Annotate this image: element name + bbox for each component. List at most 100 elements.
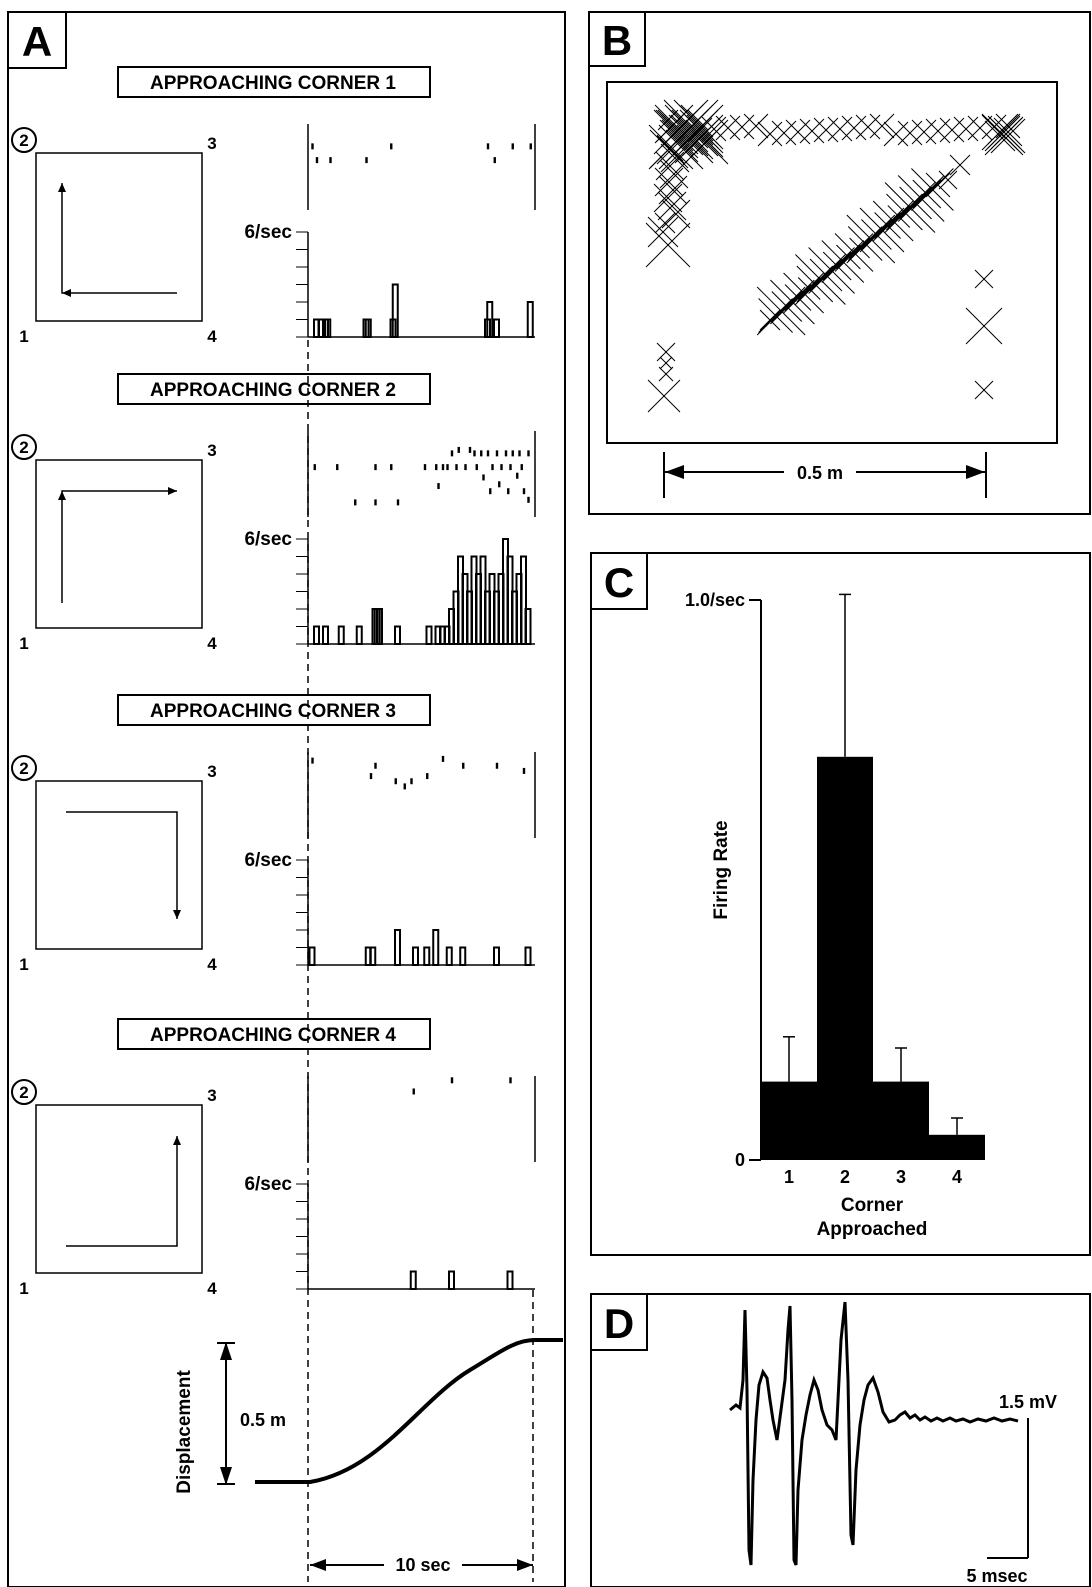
position-marker [648, 124, 694, 170]
position-marker [660, 143, 690, 173]
x-tick-label-2: 2 [840, 1167, 850, 1187]
panel-d-letter-box [590, 1293, 648, 1351]
position-marker [981, 114, 1007, 140]
raster-spike [473, 450, 476, 457]
raster-spike [441, 755, 445, 762]
raster-spike [311, 143, 314, 150]
position-marker [658, 175, 688, 205]
histogram-bar [524, 608, 532, 645]
corner-label-2: 2 [19, 1083, 28, 1102]
position-marker [785, 119, 811, 145]
histogram-bar [394, 929, 401, 966]
raster-spike [435, 464, 438, 471]
position-marker [911, 119, 937, 145]
histogram-bar [322, 625, 329, 645]
displacement-arrow-down [220, 1467, 232, 1485]
corner-label-4: 4 [207, 1279, 217, 1298]
position-marker [784, 284, 812, 311]
y-tick-label-zero: 0 [735, 1150, 745, 1170]
arena-square [35, 780, 203, 950]
histogram-bar [394, 625, 401, 645]
raster-spike [390, 143, 393, 150]
displacement-section: Displacement 0.5 m 10 sec [174, 1338, 563, 1576]
position-marker [654, 167, 684, 197]
raster-spike [374, 464, 377, 471]
position-marker [995, 113, 1021, 139]
position-marker [836, 244, 861, 270]
position-marker [647, 379, 681, 413]
bar-corner-1 [761, 1081, 817, 1160]
row-title: APPROACHING CORNER 3 [150, 701, 396, 722]
trajectory-path [61, 183, 177, 294]
position-marker [984, 116, 1024, 156]
histogram-bar [524, 946, 532, 966]
panel-b-letter: B [602, 17, 632, 64]
position-marker [822, 251, 852, 281]
raster-spike [311, 757, 314, 764]
corner-label-1: 1 [19, 955, 28, 974]
raster-spike [315, 157, 319, 164]
panel-a-letter: A [22, 18, 52, 65]
raster-spike [464, 464, 467, 471]
corner-label-3: 3 [207, 762, 216, 781]
position-marker [795, 254, 846, 305]
corner-row-2: APPROACHING CORNER 2 2 3 1 4 6/sec [11, 373, 536, 653]
histogram-bar [423, 946, 431, 966]
position-marker [925, 172, 951, 198]
corner-label-3: 3 [207, 1086, 216, 1105]
arena-square [35, 152, 203, 322]
trajectory-path [61, 490, 177, 603]
position-marker [886, 193, 923, 231]
position-marker [912, 179, 942, 209]
corner-rows: APPROACHING CORNER 12 31 46/secAPPROACHING… [11, 66, 536, 1298]
firing-rate-chart: 1.0/sec 0 Firing Rate Corner Approached … [685, 590, 985, 1240]
corner-row-4: APPROACHING CORNER 4 2 3 1 4 6/sec [11, 1018, 536, 1298]
corner-label-2: 2 [19, 131, 28, 150]
histogram-bar [493, 946, 500, 966]
corner-label-1: 1 [19, 1279, 28, 1298]
row-title: APPROACHING CORNER 4 [150, 1025, 396, 1046]
row-title-box [117, 373, 431, 405]
raster-spike [509, 464, 512, 471]
raster-spike [522, 488, 526, 495]
panel-a-frame [7, 11, 566, 1587]
arena-square [35, 459, 203, 629]
corner-label-3: 3 [207, 134, 216, 153]
raster-spike [482, 474, 485, 481]
scale-label: 0.5 m [797, 463, 843, 483]
raster-spike [468, 446, 472, 453]
histogram-bar [520, 555, 527, 645]
x-axis-label-line1: Corner [841, 1195, 904, 1216]
position-marker [715, 115, 741, 141]
position-marker [809, 258, 843, 292]
rate-label: 6/sec [244, 850, 292, 871]
position-marker [897, 120, 923, 146]
bar-corner-4 [929, 1134, 985, 1160]
panel-d-frame [590, 1293, 1091, 1587]
position-marker [849, 237, 870, 259]
position-marker [756, 286, 806, 336]
raster-spike [437, 483, 440, 490]
position-marker [647, 216, 679, 248]
position-marker [797, 277, 821, 300]
panel-c-letter-box [590, 552, 648, 610]
row-title-box [117, 1018, 431, 1050]
raster-spike [480, 450, 483, 457]
position-marker [855, 114, 881, 140]
position-marker [758, 298, 793, 333]
histogram-bar [526, 301, 534, 338]
position-marker [887, 205, 911, 228]
raster-spike [486, 450, 490, 457]
raster-spike [500, 464, 503, 471]
corner-label-3: 3 [207, 441, 216, 460]
histogram-bar [459, 946, 467, 966]
position-marker [701, 116, 727, 142]
position-marker [799, 118, 825, 144]
raster-spike [504, 450, 508, 457]
corner-label-4: 4 [207, 327, 217, 346]
panel-b: B 0.5 m [588, 11, 1091, 515]
position-marker [661, 199, 691, 229]
raster-spike [354, 499, 357, 506]
raster-spike [475, 464, 478, 471]
